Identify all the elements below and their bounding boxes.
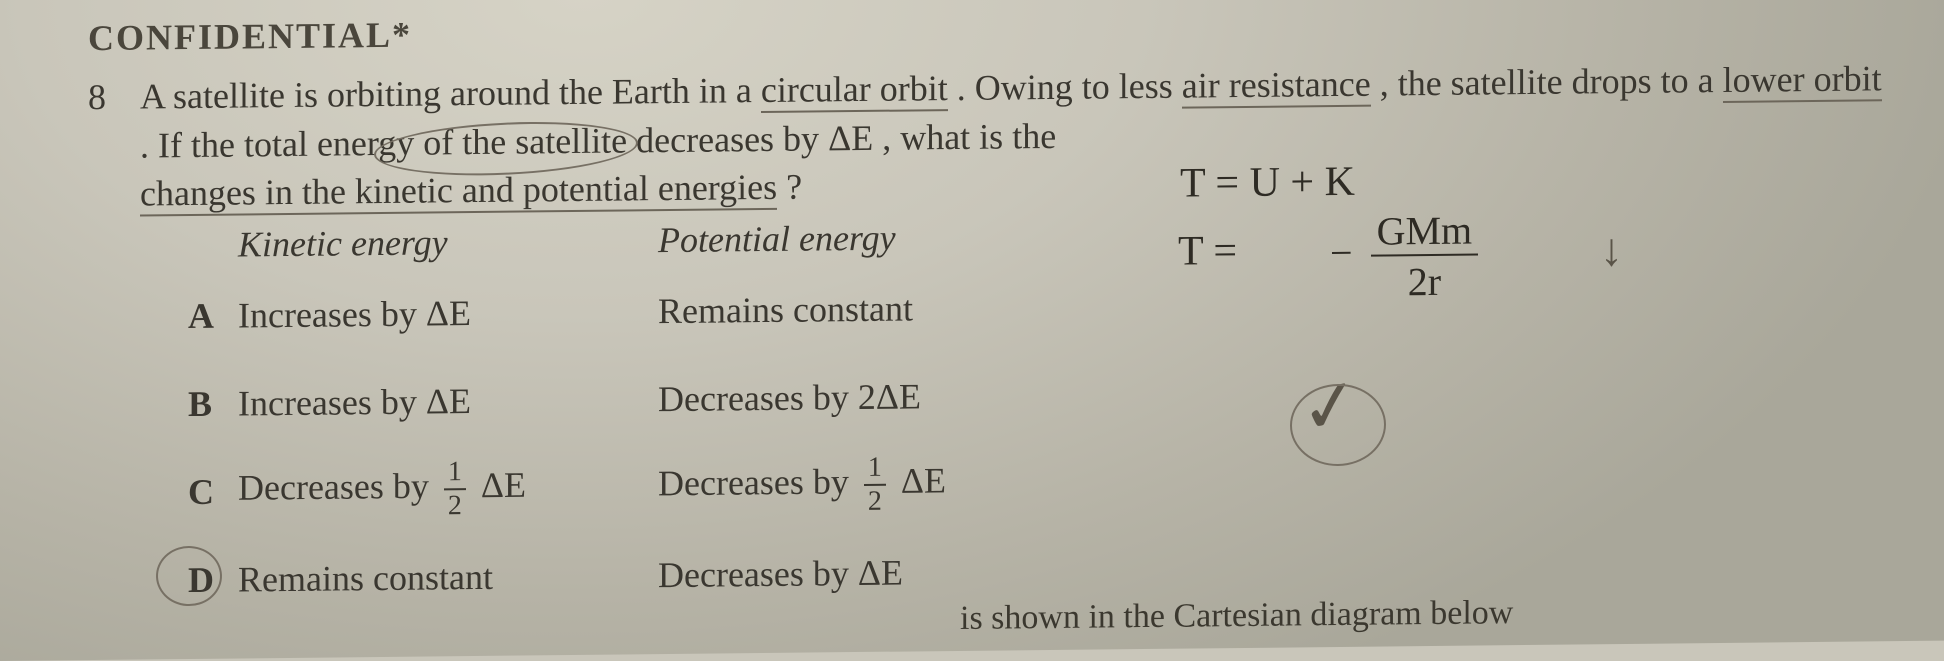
fraction-half-icon: 1 2 [864,454,886,516]
option-letter: C [188,470,238,513]
q-text-1: A satellite is orbiting around the Earth… [140,70,761,117]
option-pe: Remains constant [658,284,1178,331]
next-question-fragment: is shown in the Cartesian diagram below [960,594,1513,638]
q-text-de: ΔE [828,117,873,157]
opt-c-pe-suffix: ΔE [901,460,946,500]
option-ke: Decreases by 1 2 ΔE [238,456,658,522]
option-pe: Decreases by 1 2 ΔE [658,450,1178,517]
frac-den: 2 [868,488,882,516]
hand-neg: − [1330,230,1353,275]
option-pe: Decreases by 2ΔE [658,372,1178,419]
opt-c-pe-prefix: Decreases by [658,461,858,503]
frac-num: 1 [868,454,882,482]
header-potential: Potential energy [658,213,1178,260]
hand-eq1: T = U + K [1180,158,1355,208]
frac-den: 2 [448,492,462,520]
question-row: 8 A satellite is orbiting around the Ear… [88,54,1896,219]
hand-eq2-left: T = [1178,227,1237,276]
fraction-half-icon: 1 2 [444,458,466,520]
option-ke: Remains constant [238,554,658,600]
option-ke: Increases by ΔE [238,378,658,424]
opt-c-ke-suffix: ΔE [481,465,526,505]
hand-down-arrow-icon: ↓ [1600,223,1623,276]
option-ke: Increases by ΔE [238,290,658,336]
q-text-5: , what is the [882,116,1056,158]
q-text-6: ? [786,167,802,207]
question-number: 8 [88,73,140,122]
option-pe: Decreases by ΔE [658,548,1178,595]
q-text-circular: circular orbit [761,68,948,113]
page: CONFIDENTIAL* 8 A satellite is orbiting … [0,0,1944,661]
q-text-2: . Owing to less [957,66,1182,108]
frac-num: 1 [448,458,462,486]
hand-eq2-right: − GMm 2r [1330,207,1478,307]
hand-frac-num: GMm [1371,207,1479,257]
header-kinetic: Kinetic energy [238,219,658,265]
confidential-heading: CONFIDENTIAL* [88,0,1896,59]
option-letter: A [188,294,238,337]
opt-c-ke-prefix: Decreases by [238,465,438,507]
option-letter: B [188,382,238,425]
q-text-air: air resistance [1182,64,1371,109]
q-text-3: , the satellite drops to a [1380,60,1723,104]
options: A Increases by ΔE Remains constant B Inc… [188,254,1896,624]
hand-frac-den: 2r [1408,256,1441,305]
q-text-lower: lower orbit [1723,58,1882,103]
